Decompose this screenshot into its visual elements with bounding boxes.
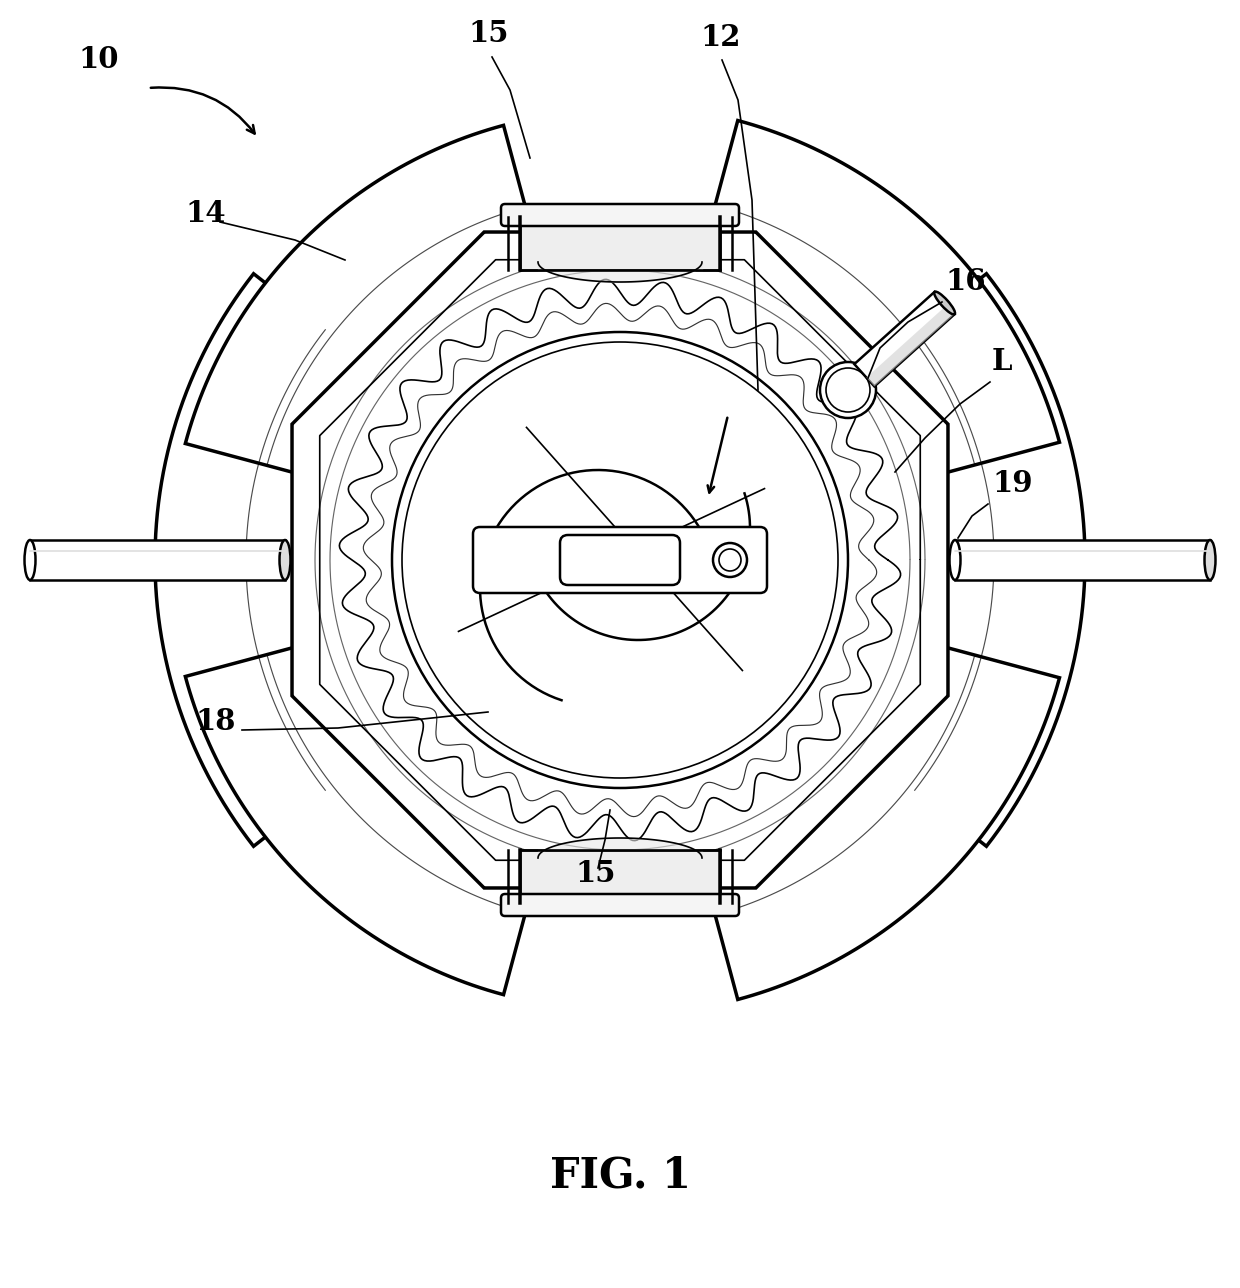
Circle shape (826, 368, 870, 412)
FancyBboxPatch shape (501, 894, 739, 916)
FancyBboxPatch shape (472, 527, 768, 592)
Text: 12: 12 (701, 23, 740, 52)
Text: 10: 10 (78, 45, 119, 73)
Polygon shape (505, 850, 735, 911)
Text: 19: 19 (992, 469, 1033, 498)
Circle shape (392, 332, 848, 788)
Polygon shape (877, 274, 1085, 846)
Polygon shape (30, 540, 285, 580)
Polygon shape (703, 643, 1059, 999)
Polygon shape (185, 125, 537, 477)
Polygon shape (293, 232, 947, 887)
Text: 16: 16 (945, 267, 986, 296)
Text: 18: 18 (195, 707, 236, 735)
Polygon shape (185, 643, 537, 994)
Polygon shape (155, 274, 363, 846)
Text: 15: 15 (575, 859, 615, 887)
Text: 15: 15 (467, 19, 508, 48)
Polygon shape (854, 292, 955, 386)
Ellipse shape (950, 540, 961, 580)
Text: FIG. 1: FIG. 1 (549, 1154, 691, 1197)
Circle shape (713, 544, 746, 577)
Polygon shape (703, 121, 1059, 477)
Polygon shape (505, 209, 735, 270)
Ellipse shape (934, 291, 955, 314)
Ellipse shape (25, 540, 36, 580)
Ellipse shape (1204, 540, 1215, 580)
Polygon shape (867, 305, 955, 386)
FancyBboxPatch shape (501, 204, 739, 225)
FancyBboxPatch shape (560, 535, 680, 585)
Text: 14: 14 (185, 200, 226, 228)
Polygon shape (955, 540, 1210, 580)
Circle shape (820, 362, 875, 419)
Ellipse shape (279, 540, 290, 580)
Text: L: L (992, 346, 1013, 376)
